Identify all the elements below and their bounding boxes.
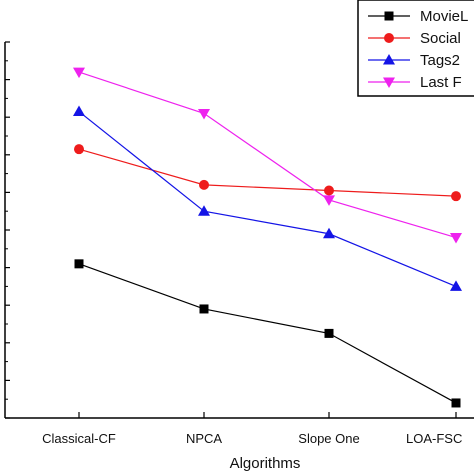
- data-point: [451, 191, 461, 202]
- x-tick-label: Slope One: [298, 431, 359, 446]
- legend-swatch-marker: [383, 54, 395, 65]
- data-point: [199, 304, 209, 314]
- series-line: [78, 111, 457, 287]
- data-point: [74, 144, 84, 155]
- x-tick-label: Classical-CF: [42, 431, 116, 446]
- legend-item: Last F: [368, 74, 462, 91]
- legend-label: MovieL: [420, 8, 468, 25]
- data-point: [324, 185, 334, 196]
- data-point: [323, 195, 335, 206]
- legend: MovieL Social Tags2 Last F: [357, 0, 474, 97]
- legend-swatch-marker: [384, 11, 394, 21]
- legend-label: Tags2: [420, 52, 460, 69]
- legend-swatch-marker: [384, 33, 394, 43]
- series-1: [74, 144, 461, 202]
- legend-item: Social: [368, 30, 461, 47]
- data-point: [73, 105, 85, 117]
- data-point: [450, 233, 462, 244]
- legend-box: [357, 0, 474, 97]
- series-line: [78, 71, 457, 239]
- legend-item: Tags2: [368, 52, 460, 69]
- data-point: [198, 108, 210, 120]
- legend-label: Social: [420, 30, 461, 47]
- data-point: [198, 205, 210, 216]
- data-point: [73, 67, 85, 79]
- data-point: [450, 280, 462, 291]
- series-layer: [73, 67, 462, 408]
- legend-swatch-marker: [383, 77, 395, 88]
- x-tick-label: LOA-FSC: [406, 431, 462, 446]
- series-0: [74, 259, 461, 408]
- data-point: [199, 179, 209, 190]
- data-point: [451, 398, 461, 408]
- data-point: [323, 227, 335, 239]
- axes: Classical-CF NPCA Slope One LOA-FSC: [4, 41, 474, 446]
- series-line: [78, 148, 457, 197]
- series-3: [73, 67, 462, 244]
- x-axis-title: Algorithms: [230, 455, 301, 472]
- data-point: [324, 328, 334, 338]
- data-point: [74, 259, 84, 269]
- series-line: [78, 263, 457, 404]
- x-tick-label: NPCA: [186, 431, 222, 446]
- series-2: [73, 105, 462, 291]
- legend-item: MovieL: [368, 8, 468, 25]
- legend-label: Last F: [420, 74, 462, 91]
